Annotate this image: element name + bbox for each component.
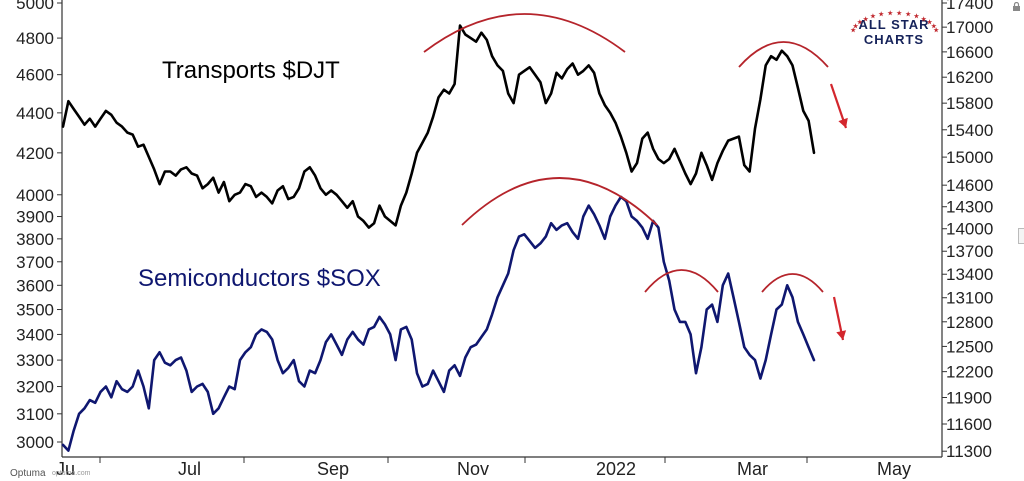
right-tick-label: 14000 bbox=[946, 220, 993, 239]
left-tick-label: 3000 bbox=[16, 433, 54, 452]
right-tick-label: 16600 bbox=[946, 43, 993, 62]
right-tick-label: 16200 bbox=[946, 68, 993, 87]
logo-star-icon: ★ bbox=[905, 12, 911, 19]
logo-star-icon: ★ bbox=[887, 11, 893, 18]
logo-star-icon: ★ bbox=[852, 23, 859, 30]
x-tick-label: Nov bbox=[457, 459, 489, 479]
top-pattern-arc bbox=[644, 269, 719, 293]
semiconductors-label: Semiconductors $SOX bbox=[138, 265, 381, 292]
logo-star-icon: ★ bbox=[931, 23, 937, 30]
right-tick-label: 13100 bbox=[946, 289, 993, 308]
left-tick-label: 3500 bbox=[16, 301, 54, 320]
logo-star-icon: ★ bbox=[913, 13, 920, 20]
footer: Optuma optuma.com bbox=[0, 468, 420, 481]
logo-line-1: ALL STAR bbox=[858, 17, 930, 32]
transports-series-line bbox=[61, 24, 816, 229]
down-arrow-head bbox=[838, 117, 848, 128]
left-tick-label: 4000 bbox=[16, 186, 54, 205]
lock-icon bbox=[1013, 2, 1020, 11]
down-arrow-head bbox=[836, 330, 847, 340]
logo-star-icon: ★ bbox=[878, 12, 884, 19]
logo-star-icon: ★ bbox=[933, 27, 939, 34]
x-tick-label: 2022 bbox=[596, 459, 636, 479]
left-tick-label: 3300 bbox=[16, 351, 54, 370]
logo-star-icon: ★ bbox=[857, 19, 863, 26]
top-pattern-arc bbox=[738, 41, 829, 68]
left-tick-label: 4800 bbox=[16, 29, 54, 48]
right-tick-label: 11900 bbox=[946, 388, 992, 407]
right-tick-label: 13400 bbox=[946, 265, 993, 284]
logo-star-icon: ★ bbox=[920, 16, 927, 23]
chart-annotations bbox=[423, 13, 848, 341]
x-tick-label: Jul bbox=[178, 459, 201, 479]
left-tick-label: 3700 bbox=[16, 253, 54, 272]
logo-line-2: CHARTS bbox=[863, 32, 925, 47]
left-tick-label: 5000 bbox=[16, 0, 54, 13]
left-tick-label: 4400 bbox=[16, 104, 54, 123]
logo-star-icon: ★ bbox=[926, 19, 933, 26]
logo-star-icon: ★ bbox=[896, 11, 902, 18]
right-tick-label: 17000 bbox=[946, 18, 993, 37]
left-tick-label: 3900 bbox=[16, 208, 54, 227]
transports-label: Transports $DJT bbox=[162, 57, 340, 84]
right-tick-label: 11600 bbox=[946, 415, 992, 434]
top-pattern-arc bbox=[761, 273, 824, 293]
right-tick-label: 15400 bbox=[946, 121, 993, 140]
right-tick-label: 11300 bbox=[946, 442, 992, 461]
footer-brand: Optuma bbox=[10, 468, 46, 479]
left-tick-label: 3100 bbox=[16, 405, 54, 424]
left-tick-label: 3400 bbox=[16, 325, 54, 344]
scroll-handle[interactable] bbox=[1018, 228, 1024, 244]
left-tick-label: 3600 bbox=[16, 276, 54, 295]
semiconductors-series-line bbox=[61, 195, 816, 452]
top-pattern-arc bbox=[461, 177, 658, 226]
logo-star-icon: ★ bbox=[863, 16, 869, 23]
right-tick-label: 15800 bbox=[946, 94, 993, 113]
right-tick-label: 17400 bbox=[946, 0, 993, 13]
left-tick-label: 4600 bbox=[16, 66, 54, 85]
chart-axes: 5000 4800 4600 4400 4200 4000 3900 3800 3700 3600… bbox=[16, 0, 993, 479]
right-tick-label: 14600 bbox=[946, 176, 993, 195]
footer-url: optuma.com bbox=[52, 470, 91, 477]
right-tick-label: 14300 bbox=[946, 198, 993, 217]
x-tick-label-partial: Ju bbox=[56, 459, 75, 479]
x-tick-label: Mar bbox=[737, 459, 768, 479]
right-tick-label: 12500 bbox=[946, 337, 993, 356]
logo-star-icon: ★ bbox=[850, 27, 856, 34]
right-tick-label: 13700 bbox=[946, 242, 993, 261]
left-tick-label: 3200 bbox=[16, 378, 54, 397]
left-tick-label: 3800 bbox=[16, 230, 54, 249]
logo-star-icon: ★ bbox=[870, 13, 876, 20]
right-tick-label: 12200 bbox=[946, 363, 993, 382]
x-tick-label: May bbox=[877, 459, 911, 479]
all-star-charts-logo: ALL STAR CHARTS ★ ★ ★ ★ ★ ★ ★ ★ ★ ★ ★ ★ ★ ★ bbox=[850, 11, 939, 52]
right-tick-label: 15000 bbox=[946, 148, 993, 167]
chart-series-labels: Transports $DJT Semiconductors $SOX bbox=[138, 57, 381, 292]
left-tick-label: 4200 bbox=[16, 144, 54, 163]
x-tick-label: Sep bbox=[317, 459, 349, 479]
right-tick-label: 12800 bbox=[946, 313, 993, 332]
chart-series bbox=[61, 24, 816, 452]
top-pattern-arc bbox=[423, 13, 626, 53]
